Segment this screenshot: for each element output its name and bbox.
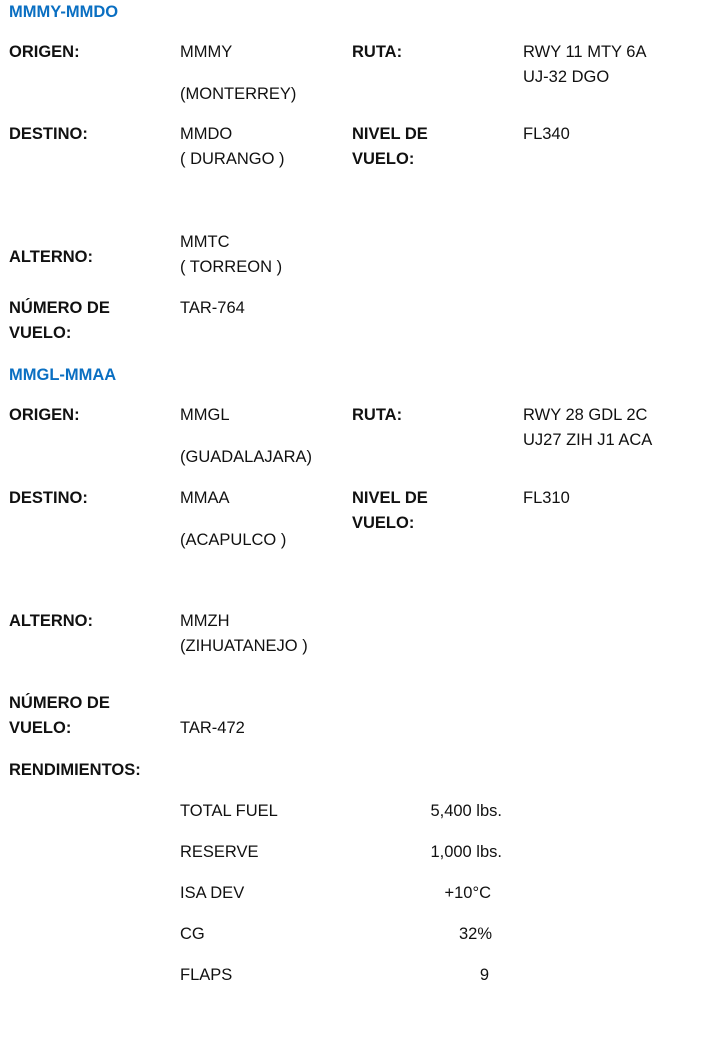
ruta-line2: UJ27 ZIH J1 ACA — [523, 431, 653, 449]
nivel-value: FL310 — [523, 489, 570, 507]
nivel-label-2: VUELO: — [352, 514, 415, 532]
numero-value: TAR-764 — [180, 299, 245, 317]
numero-label-2: VUELO: — [9, 719, 72, 737]
ruta-line1: RWY 28 GDL 2C — [523, 406, 648, 424]
perf-label-isa-dev: ISA DEV — [180, 884, 245, 902]
ruta-label: RUTA: — [352, 43, 403, 61]
perf-value-isa-dev: +10°C — [444, 884, 491, 902]
perf-value-cg: 32% — [458, 925, 492, 943]
alterno-label: ALTERNO: — [9, 248, 94, 266]
origen-city: (GUADALAJARA) — [180, 448, 313, 466]
destino-code: MMAA — [180, 489, 230, 507]
nivel-label: NIVEL DE — [352, 489, 428, 507]
ruta-line2: UJ-32 DGO — [523, 68, 610, 86]
ruta-label: RUTA: — [352, 406, 403, 424]
perf-value-total-fuel: 5,400 lbs. — [430, 802, 502, 820]
numero-value: TAR-472 — [180, 719, 245, 737]
section-title: MMGL-MMAA — [9, 366, 117, 384]
perf-label-flaps: FLAPS — [180, 966, 233, 984]
origen-code: MMGL — [180, 406, 230, 424]
origen-city: (MONTERREY) — [180, 85, 297, 103]
perf-value-flaps: 9 — [479, 966, 489, 984]
alterno-code: MMZH — [180, 612, 230, 630]
perf-label-total-fuel: TOTAL FUEL — [180, 802, 278, 820]
section-title: MMMY-MMDO — [9, 3, 119, 21]
alterno-code: MMTC — [180, 233, 230, 251]
rendimientos-label: RENDIMIENTOS: — [9, 761, 141, 779]
alterno-city: (ZIHUATANEJO ) — [180, 637, 308, 655]
perf-value-reserve: 1,000 lbs. — [430, 843, 502, 861]
destino-label: DESTINO: — [9, 125, 88, 143]
alterno-city: ( TORREON ) — [180, 258, 283, 276]
numero-label: NÚMERO DE — [9, 694, 110, 712]
destino-code: MMDO — [180, 125, 233, 143]
origen-code: MMMY — [180, 43, 233, 61]
destino-city: (ACAPULCO ) — [180, 531, 287, 549]
perf-label-reserve: RESERVE — [180, 843, 259, 861]
origen-label: ORIGEN: — [9, 43, 80, 61]
nivel-label-2: VUELO: — [352, 150, 415, 168]
ruta-line1: RWY 11 MTY 6A — [523, 43, 647, 61]
destino-city: ( DURANGO ) — [180, 150, 285, 168]
alterno-label: ALTERNO: — [9, 612, 94, 630]
perf-label-cg: CG — [180, 925, 205, 943]
numero-label-2: VUELO: — [9, 324, 72, 342]
nivel-label: NIVEL DE — [352, 125, 428, 143]
nivel-value: FL340 — [523, 125, 570, 143]
destino-label: DESTINO: — [9, 489, 88, 507]
origen-label: ORIGEN: — [9, 406, 80, 424]
numero-label: NÚMERO DE — [9, 299, 110, 317]
